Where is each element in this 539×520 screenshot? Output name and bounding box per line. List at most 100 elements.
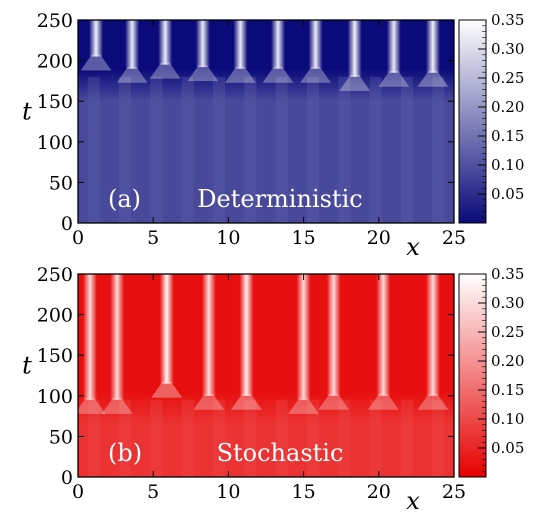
background-band (181, 76, 194, 223)
x-tick-label: 10 (216, 227, 240, 249)
panel-label: (a) (108, 185, 141, 213)
stripe-onset (80, 54, 112, 71)
stripe-onset (318, 393, 350, 410)
y-tick-label: 250 (37, 264, 73, 286)
colorbar-tick-label: 0.05 (491, 439, 524, 457)
background-band (119, 399, 131, 477)
background-band (87, 399, 100, 477)
colorbar-tick-label: 0.35 (491, 11, 524, 29)
stripe (326, 274, 341, 396)
heatmap-background (78, 274, 454, 477)
stripe (347, 20, 362, 77)
x-tick-label: 25 (442, 227, 466, 249)
x-tick-label: 10 (216, 481, 240, 503)
y-tick-label: 250 (37, 10, 73, 32)
background-band (213, 76, 225, 223)
background-band (307, 76, 319, 223)
x-tick-label: 5 (147, 481, 159, 503)
x-tick-label: 15 (292, 227, 316, 249)
panel-annotation: Stochastic (217, 439, 344, 467)
background-band (275, 399, 288, 477)
stripe-onset (151, 381, 183, 398)
background-band (401, 399, 413, 477)
plot-frame (77, 19, 455, 224)
x-tick-label: 0 (72, 481, 84, 503)
colorbar-tick-label: 0.20 (491, 352, 524, 370)
stripe (296, 274, 311, 400)
background-band (275, 76, 288, 223)
y-tick-label: 0 (61, 213, 73, 235)
stripe-onset (225, 66, 256, 83)
panel-label: (b) (108, 439, 142, 467)
background-band (369, 399, 382, 477)
stripe-onset (78, 397, 106, 414)
colorbar-tick-label: 0.25 (491, 323, 524, 341)
heatmap-field (78, 274, 454, 477)
y-tick-label: 150 (37, 91, 73, 113)
y-tick-label: 50 (49, 426, 73, 448)
colorbar-tick-label: 0.35 (491, 265, 524, 283)
stripe-onset (101, 397, 133, 414)
background-band (213, 399, 225, 477)
background-band (338, 76, 351, 223)
colorbar-tick-label: 0.30 (491, 40, 524, 58)
y-axis-label: t (22, 352, 32, 380)
stripe (125, 20, 140, 69)
stripe (83, 274, 98, 400)
stripe (158, 20, 173, 65)
y-tick-label: 200 (37, 305, 73, 327)
background-band (150, 76, 163, 223)
stripe-onset (288, 397, 319, 414)
y-tick-label: 200 (37, 51, 73, 73)
colorbar-tick-label: 0.20 (491, 98, 524, 116)
stripe (376, 274, 391, 396)
stripe (308, 20, 323, 69)
x-tick-label: 0 (72, 227, 84, 249)
x-tick-label: 5 (147, 227, 159, 249)
background-band (338, 399, 351, 477)
heatmap-field (78, 20, 454, 223)
stripe (386, 20, 401, 73)
colorbar-tick-label: 0.25 (491, 69, 524, 87)
stripe (233, 20, 248, 69)
y-tick-label: 50 (49, 172, 73, 194)
background-band (181, 399, 194, 477)
background-band (150, 399, 163, 477)
background-band (87, 76, 100, 223)
colorbar-tick-label: 0.10 (491, 410, 524, 428)
colorbar-tick-label: 0.30 (491, 294, 524, 312)
x-tick-label: 25 (442, 481, 466, 503)
stripe-onset (417, 393, 449, 410)
background-band (432, 399, 445, 477)
stripe (425, 274, 440, 396)
x-tick-label: 20 (367, 227, 391, 249)
colorbar-gradient (458, 19, 487, 224)
stripe (195, 20, 210, 68)
colorbar-tick-label: 0.15 (491, 127, 524, 145)
background-band (244, 399, 257, 477)
stripe-onset (149, 62, 181, 79)
plot-frame (77, 273, 455, 478)
stripe-onset (262, 66, 294, 83)
y-tick-label: 0 (61, 467, 73, 489)
stripe (425, 20, 440, 73)
y-tick-label: 150 (37, 345, 73, 367)
stripe-onset (367, 393, 399, 410)
stripe (89, 20, 104, 57)
stripe-onset (116, 66, 148, 83)
stripe (110, 274, 125, 400)
background-band (432, 76, 445, 223)
stripe-onset (339, 74, 371, 91)
stripe-onset (378, 70, 410, 87)
background-band (307, 399, 319, 477)
stripe-onset (300, 66, 332, 83)
stripe (159, 274, 174, 384)
background-band (244, 76, 257, 223)
stripe (239, 274, 254, 396)
background-band (369, 76, 382, 223)
colorbar: 0.05 0.10 0.15 0.20 0.25 0.30 0.35 (458, 265, 524, 478)
colorbar-tick-label: 0.15 (491, 381, 524, 399)
